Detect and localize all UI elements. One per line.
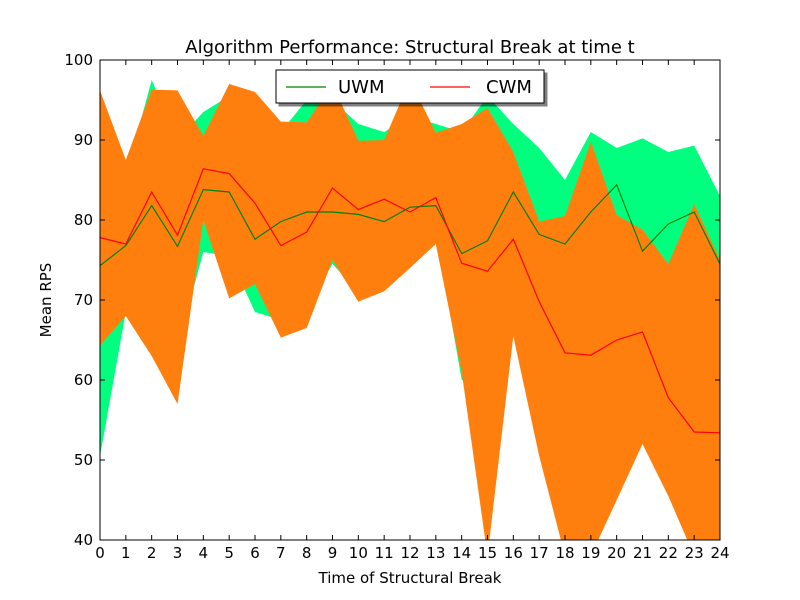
x-tick-label: 21 [633,544,652,562]
x-tick-label: 14 [452,544,471,562]
y-axis-label: Mean RPS [37,263,55,338]
x-tick-label: 20 [607,544,626,562]
series-lines [100,168,720,434]
x-tick-label: 15 [478,544,497,562]
chart-title: Algorithm Performance: Structural Break … [185,37,634,58]
x-tick-label: 5 [224,544,234,562]
y-tick-label: 50 [74,451,93,469]
y-axis-ticks: 40 50 60 70 80 90 100 [64,51,720,549]
x-tick-label: 22 [659,544,678,562]
x-tick-label: 18 [555,544,574,562]
x-tick-label: 10 [349,544,368,562]
cwm-band [100,80,720,540]
y-tick-label: 90 [74,131,93,149]
x-tick-label: 23 [685,544,704,562]
uwm-line [100,183,720,267]
x-tick-label: 24 [710,544,729,562]
x-tick-label: 17 [530,544,549,562]
x-tick-label: 8 [302,544,312,562]
cwm-line [100,168,720,434]
x-tick-label: 0 [95,544,105,562]
legend-label-uwm: UWM [338,77,385,98]
legend: UWM CWM [275,69,545,104]
y-tick-label: 100 [64,51,93,69]
x-axis-label: Time of Structural Break [318,569,502,587]
y-tick-label: 40 [74,531,93,549]
x-tick-label: 6 [250,544,260,562]
x-tick-label: 13 [426,544,445,562]
y-tick-label: 80 [74,211,93,229]
x-axis-ticks: 0 1 2 3 4 5 6 7 8 9 10 11 12 13 14 15 16 17 18 19 20 21 22 23 24 [95,60,730,562]
x-tick-label: 16 [504,544,523,562]
x-tick-label: 2 [147,544,157,562]
x-tick-label: 7 [276,544,286,562]
x-tick-label: 9 [328,544,338,562]
x-tick-label: 4 [199,544,209,562]
x-tick-label: 3 [173,544,183,562]
x-tick-label: 1 [121,544,131,562]
x-tick-label: 11 [375,544,394,562]
x-tick-label: 12 [400,544,419,562]
y-tick-label: 70 [74,291,93,309]
y-tick-label: 60 [74,371,93,389]
confidence-bands [100,80,720,540]
legend-label-cwm: CWM [486,77,532,98]
x-tick-label: 19 [581,544,600,562]
